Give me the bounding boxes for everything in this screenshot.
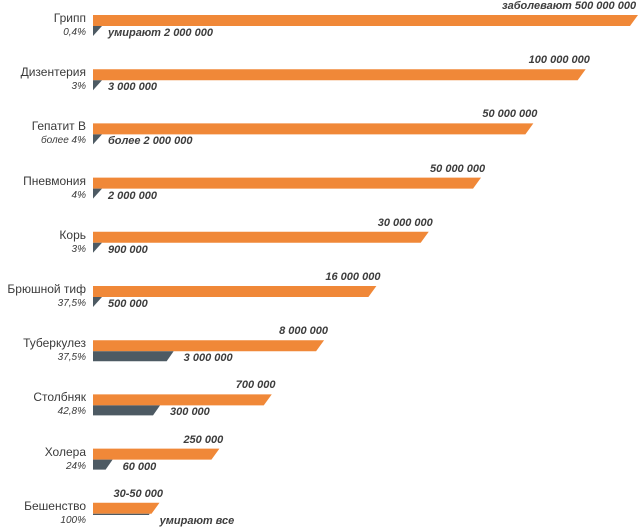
cases-bar (93, 123, 534, 135)
deaths-bar (93, 351, 174, 362)
deaths-value: более 2 000 000 (108, 135, 193, 148)
deaths-bar (93, 405, 161, 416)
cases-bar (93, 231, 429, 243)
cases-value: 16 000 000 (325, 271, 381, 283)
mortality-rate: 42,8% (57, 406, 86, 418)
mortality-rate: 0,4% (63, 27, 86, 38)
cases-bar (93, 15, 638, 26)
mortality-rate: 4% (71, 189, 86, 201)
mortality-rate: 24% (65, 460, 86, 472)
mortality-rate: более 4% (41, 135, 86, 147)
mortality-rate: 37,5% (57, 352, 86, 364)
cases-value: заболевают 500 000 000 (502, 0, 637, 12)
deaths-bar (93, 134, 102, 145)
deaths-bar (93, 459, 113, 470)
cases-bar (93, 69, 586, 81)
disease-name: Туберкулез (23, 336, 86, 351)
cases-value: 50 000 000 (430, 162, 486, 175)
mortality-rate: 37,5% (57, 298, 86, 309)
disease-name: Грипп (53, 11, 86, 25)
deaths-bar (93, 80, 102, 91)
mortality-rate: 100% (60, 514, 86, 526)
deaths-bar (93, 26, 102, 36)
cases-bar (93, 177, 482, 189)
deaths-value: 900 000 (108, 243, 148, 256)
disease-name: Брюшной тиф (7, 282, 86, 296)
deaths-value: 2 000 000 (108, 189, 157, 202)
cases-bar (93, 448, 220, 460)
disease-name: Пневмония (23, 173, 86, 188)
disease-chart: Грипп 0,4% заболевают 500 000 000 умирают 2… (7, 0, 638, 526)
bars-layer (93, 15, 638, 515)
cases-value: 30-50 000 (113, 487, 164, 500)
disease-name: Гепатит В (31, 119, 86, 134)
disease-name: Дизентерия (20, 65, 86, 80)
deaths-bar (93, 242, 102, 253)
disease-name: Столбняк (33, 390, 86, 405)
cases-bar (93, 502, 160, 514)
disease-name: Бешенство (24, 498, 86, 513)
cases-value: 100 000 000 (528, 54, 590, 67)
disease-name: Холера (44, 444, 86, 459)
deaths-value: 60 000 (122, 460, 157, 473)
deaths-value: 300 000 (170, 406, 210, 419)
cases-value: 50 000 000 (482, 108, 538, 121)
disease-name: Корь (59, 227, 86, 242)
deaths-value: 3 000 000 (183, 352, 233, 365)
deaths-bar (93, 297, 102, 307)
deaths-value: 500 000 (108, 298, 148, 310)
mortality-rate: 3% (71, 81, 86, 93)
cases-value: 250 000 (183, 433, 224, 446)
cases-bar (93, 286, 377, 297)
cases-bar (93, 340, 325, 352)
cases-value: 8 000 000 (279, 325, 329, 338)
deaths-value: умирают все (159, 514, 235, 527)
deaths-value: умирают 2 000 000 (108, 27, 213, 39)
cases-value: 700 000 (235, 379, 276, 392)
mortality-rate: 3% (71, 243, 86, 255)
cases-bar (93, 394, 272, 406)
deaths-bar (93, 188, 102, 199)
deaths-value: 3 000 000 (108, 81, 157, 94)
cases-value: 30 000 000 (377, 216, 433, 229)
